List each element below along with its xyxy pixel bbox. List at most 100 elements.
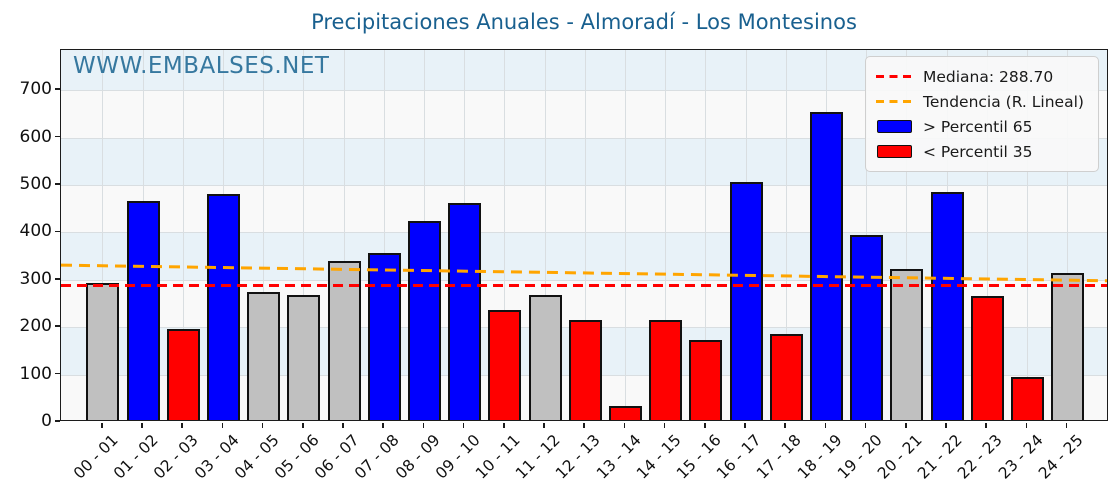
y-tick-label: 0 (41, 411, 52, 431)
x-tick-label: 13 - 14 (592, 431, 645, 483)
bar-23-24 (1010, 377, 1044, 420)
v-gridline (102, 50, 104, 420)
bar-04-05 (247, 292, 281, 420)
x-tick-label: 10 - 11 (471, 431, 524, 483)
x-tick-mark (704, 422, 706, 428)
v-gridline (906, 50, 908, 420)
x-tick-mark (744, 422, 746, 428)
bar-12-13 (568, 320, 602, 420)
x-tick-mark (302, 422, 304, 428)
v-gridline (624, 50, 626, 420)
x-tick-mark (583, 422, 585, 428)
bar-16-17 (729, 181, 763, 420)
legend-entry: Tendencia (R. Lineal) (876, 89, 1088, 114)
x-tick-mark (101, 422, 103, 428)
legend-marker (876, 120, 912, 133)
bar-01-02 (126, 201, 160, 420)
watermark-text: WWW.EMBALSES.NET (73, 53, 330, 79)
x-tick-label: 08 - 09 (391, 431, 444, 483)
x-tick-label: 16 - 17 (713, 431, 765, 483)
x-tick-mark (905, 422, 907, 428)
bar-07-08 (367, 253, 401, 420)
legend-box: Mediana: 288.70 Tendencia (R. Lineal) > Pe… (865, 56, 1099, 172)
x-tick-mark (382, 422, 384, 428)
bar-05-06 (287, 294, 321, 420)
x-tick-mark (623, 422, 626, 428)
h-gridline (61, 90, 1107, 92)
x-tick-label: 06 - 07 (311, 431, 363, 483)
bar-02-03 (166, 328, 200, 420)
y-tick-mark (55, 135, 60, 138)
x-tick-mark (503, 422, 505, 428)
v-gridline (705, 50, 707, 420)
y-tick-mark (55, 278, 60, 280)
y-tick-mark (55, 325, 60, 328)
v-gridline (986, 50, 988, 420)
bar-13-14 (608, 405, 642, 420)
v-gridline (343, 50, 345, 420)
bar-20-21 (890, 269, 924, 420)
x-tick-label: 21 - 22 (914, 431, 966, 483)
x-tick-mark (864, 422, 867, 428)
x-tick-label: 22 - 23 (954, 431, 1006, 483)
v-gridline (544, 50, 546, 420)
legend-marker (876, 74, 912, 79)
legend-label: Tendencia (R. Lineal) (923, 92, 1084, 111)
x-tick-mark (422, 422, 425, 428)
x-tick-mark (181, 422, 183, 428)
x-tick-label: 07 - 08 (351, 431, 403, 483)
v-gridline (1026, 50, 1028, 420)
x-tick-mark (462, 422, 465, 428)
bar-09-10 (448, 202, 482, 420)
h-gridline (61, 137, 1107, 139)
y-tick-label: 700 (19, 79, 52, 100)
bar-11-12 (528, 294, 562, 420)
v-gridline (584, 50, 586, 420)
x-tick-label: 03 - 04 (190, 431, 243, 483)
y-tick-mark (55, 88, 60, 91)
x-tick-mark (784, 422, 786, 428)
bar-06-07 (327, 260, 361, 420)
bar-15-16 (689, 340, 723, 420)
h-gridline (61, 232, 1107, 234)
x-tick-mark (663, 422, 666, 428)
x-tick-mark (261, 422, 264, 428)
legend-patch-icon (876, 145, 912, 158)
legend-dash-icon (876, 74, 912, 79)
chart-title: Precipitaciones Anuales - Almoradí - Los… (311, 10, 857, 34)
x-tick-label: 12 - 13 (552, 431, 604, 483)
y-tick-mark (55, 420, 60, 422)
y-tick-label: 100 (19, 363, 52, 384)
x-tick-mark (824, 422, 827, 428)
bar-21-22 (930, 192, 964, 420)
bar-24-25 (1051, 272, 1085, 420)
x-tick-mark (543, 422, 545, 428)
median-line (61, 283, 1107, 287)
v-gridline (665, 50, 667, 420)
plot-area: WWW.EMBALSES.NET Mediana: 288.70 Tendenci… (60, 49, 1108, 421)
x-tick-mark (945, 422, 947, 428)
bar-19-20 (850, 234, 884, 420)
y-tick-label: 500 (19, 174, 52, 195)
x-tick-label: 23 - 24 (994, 431, 1047, 483)
y-tick-mark (55, 372, 60, 375)
legend-label: < Percentil 35 (923, 142, 1033, 161)
legend-label: Mediana: 288.70 (923, 67, 1054, 86)
x-tick-mark (985, 422, 987, 428)
y-tick-label: 600 (19, 126, 52, 147)
legend-marker (876, 145, 912, 158)
bar-22-23 (970, 296, 1004, 420)
x-tick-label: 11 - 12 (512, 431, 564, 483)
y-tick-label: 400 (19, 221, 52, 242)
v-gridline (785, 50, 787, 420)
v-gridline (263, 50, 265, 420)
legend-marker (876, 99, 912, 104)
y-tick-label: 300 (19, 268, 52, 289)
y-tick-mark (55, 230, 60, 233)
x-tick-label: 05 - 06 (270, 431, 323, 483)
x-tick-label: 00 - 01 (69, 431, 122, 483)
v-gridline (1067, 50, 1069, 420)
legend-dash-icon (876, 99, 912, 104)
x-tick-label: 15 - 16 (672, 431, 725, 483)
x-tick-label: 01 - 02 (110, 431, 162, 483)
